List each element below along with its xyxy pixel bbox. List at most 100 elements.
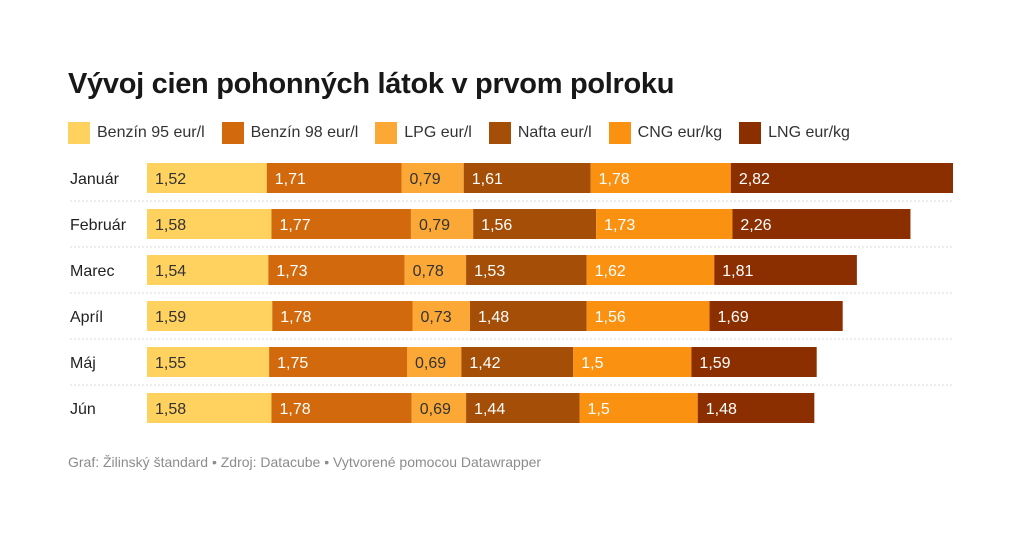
bar-segment bbox=[691, 347, 817, 377]
value-label: 1,58 bbox=[155, 401, 186, 418]
bar-segment bbox=[586, 255, 715, 285]
value-label: 2,26 bbox=[740, 217, 771, 234]
bar-segment bbox=[412, 301, 471, 331]
bar-segment bbox=[147, 301, 273, 331]
legend-swatch bbox=[68, 122, 90, 144]
bar-segment bbox=[586, 301, 710, 331]
value-label: 1,56 bbox=[481, 217, 512, 234]
legend-label: Nafta eur/l bbox=[517, 124, 592, 141]
legend-swatch bbox=[221, 122, 244, 144]
value-label: 1,73 bbox=[604, 217, 635, 234]
value-label: 1,48 bbox=[706, 401, 737, 418]
legend-swatch bbox=[739, 122, 762, 144]
value-label: 1,81 bbox=[722, 263, 753, 280]
legend-label: LNG eur/kg bbox=[768, 124, 850, 141]
value-label: 0,79 bbox=[409, 171, 440, 188]
value-label: 1,78 bbox=[279, 401, 310, 418]
value-label: 0,69 bbox=[420, 401, 451, 418]
bar-segment bbox=[714, 255, 857, 285]
value-label: 1,44 bbox=[474, 401, 505, 418]
bar-segment bbox=[401, 163, 464, 193]
legend-label: CNG eur/kg bbox=[637, 124, 723, 141]
bar-segment bbox=[266, 163, 402, 193]
legend-swatch bbox=[608, 122, 631, 144]
value-label: 1,78 bbox=[599, 171, 630, 188]
bar-segment bbox=[147, 347, 270, 377]
legend-label: LPG eur/l bbox=[404, 124, 472, 141]
value-label: 1,48 bbox=[478, 309, 509, 326]
value-label: 1,42 bbox=[469, 355, 500, 372]
value-label: 1,61 bbox=[472, 171, 503, 188]
bar-segment bbox=[272, 301, 413, 331]
bar-segment bbox=[732, 209, 911, 239]
legend-item: Benzín 95 eur/l bbox=[68, 122, 205, 144]
bar-segment bbox=[407, 347, 462, 377]
legend-item: Nafta eur/l bbox=[488, 122, 592, 144]
value-label: 1,53 bbox=[474, 263, 505, 280]
bar-segment bbox=[271, 393, 412, 423]
legend-item: CNG eur/kg bbox=[608, 122, 723, 144]
bar-segment bbox=[466, 393, 580, 423]
category-label: Január bbox=[70, 171, 120, 188]
value-label: 1,52 bbox=[155, 171, 186, 188]
bar-segment bbox=[461, 347, 574, 377]
bar-segment bbox=[411, 393, 467, 423]
category-label: Jún bbox=[70, 401, 96, 418]
value-label: 1,56 bbox=[595, 309, 626, 326]
legend-item: LPG eur/l bbox=[375, 122, 472, 144]
bar-segment bbox=[473, 209, 597, 239]
legend-item: Benzín 98 eur/l bbox=[221, 122, 359, 144]
value-label: 0,79 bbox=[419, 217, 450, 234]
value-label: 2,82 bbox=[739, 171, 770, 188]
legend-item: LNG eur/kg bbox=[739, 122, 850, 144]
value-label: 1,55 bbox=[155, 355, 186, 372]
category-label: Apríl bbox=[70, 309, 103, 326]
value-label: 0,69 bbox=[415, 355, 446, 372]
value-label: 1,69 bbox=[718, 309, 749, 326]
bar-segment bbox=[466, 255, 587, 285]
category-label: Marec bbox=[70, 263, 114, 280]
bar-segment bbox=[147, 209, 272, 239]
bar-segment bbox=[269, 347, 407, 377]
bar-segment bbox=[590, 163, 731, 193]
footer-credits: Graf: Žilinský štandard • Zdroj: Datacub… bbox=[68, 454, 542, 470]
bar-segment bbox=[147, 393, 272, 423]
legend: Benzín 95 eur/l Benzín 98 eur/l LPG eur/l N… bbox=[68, 121, 867, 145]
bar-segment bbox=[410, 209, 474, 239]
value-label: 1,5 bbox=[588, 401, 610, 418]
bar-segment bbox=[268, 255, 405, 285]
bar-segment bbox=[463, 163, 591, 193]
value-label: 1,75 bbox=[277, 355, 308, 372]
bar-segment bbox=[271, 209, 411, 239]
legend-label: Benzín 95 eur/l bbox=[97, 124, 205, 141]
bar-segment bbox=[147, 255, 269, 285]
bar-segment bbox=[147, 163, 267, 193]
legend-swatch bbox=[375, 122, 398, 144]
category-label: Február bbox=[70, 217, 127, 234]
value-label: 0,78 bbox=[413, 263, 444, 280]
value-label: 1,58 bbox=[155, 217, 186, 234]
value-label: 1,59 bbox=[699, 355, 730, 372]
bar-segment bbox=[709, 301, 843, 331]
bar-segment bbox=[404, 255, 467, 285]
value-label: 1,5 bbox=[581, 355, 603, 372]
bar-segment bbox=[573, 347, 692, 377]
bar-segment bbox=[470, 301, 587, 331]
bar-segment bbox=[579, 393, 698, 423]
legend-label: Benzín 98 eur/l bbox=[250, 124, 359, 141]
bar-segment bbox=[730, 163, 953, 193]
value-label: 1,73 bbox=[276, 263, 307, 280]
value-label: 1,78 bbox=[280, 309, 311, 326]
chart-title: Vývoj cien pohonných látok v prvom polro… bbox=[68, 68, 675, 100]
value-label: 1,54 bbox=[155, 263, 186, 280]
value-label: 1,71 bbox=[275, 171, 306, 188]
value-label: 0,73 bbox=[421, 309, 452, 326]
legend-swatch bbox=[488, 122, 511, 144]
bar-segment bbox=[596, 209, 733, 239]
category-label: Máj bbox=[70, 355, 96, 372]
value-label: 1,62 bbox=[595, 263, 626, 280]
value-label: 1,59 bbox=[155, 309, 186, 326]
bar-segment bbox=[697, 393, 815, 423]
value-label: 1,77 bbox=[279, 217, 310, 234]
